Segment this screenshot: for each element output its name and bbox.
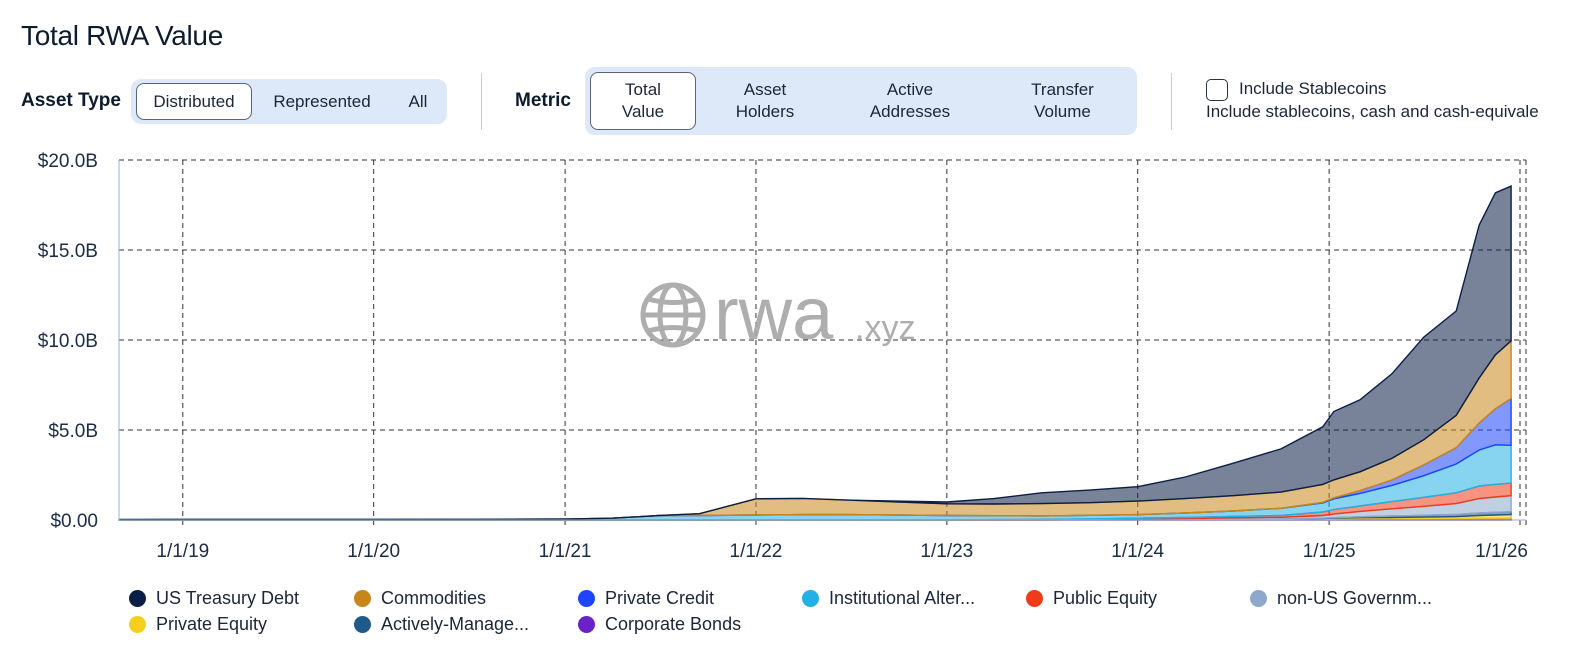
legend-swatch xyxy=(354,616,371,633)
legend-swatch xyxy=(129,590,146,607)
legend-swatch xyxy=(1250,590,1267,607)
divider xyxy=(481,73,482,130)
x-tick-label: 1/1/19 xyxy=(156,541,209,562)
y-tick-label: $15.0B xyxy=(38,241,98,262)
asset-type-label: Asset Type xyxy=(21,90,121,111)
metric-total-value-line1: Total xyxy=(625,80,661,99)
legend-label: Commodities xyxy=(381,588,487,608)
x-tick-label: 1/1/22 xyxy=(730,541,783,562)
legend-item[interactable]: US Treasury Debt xyxy=(129,588,299,609)
legend-label: Institutional Alter... xyxy=(829,588,976,608)
legend-item[interactable]: non-US Governm... xyxy=(1250,588,1432,609)
page-title: Total RWA Value xyxy=(21,20,223,51)
legend-item[interactable]: Public Equity xyxy=(1026,588,1157,609)
area-us-treasury-debt xyxy=(118,185,1512,521)
chart-grid xyxy=(119,159,1527,526)
legend-item[interactable]: Actively-Manage... xyxy=(354,614,529,635)
legend-swatch xyxy=(578,590,595,607)
x-tick-label: 1/1/24 xyxy=(1111,541,1164,562)
rwa-area-chart: rwa .xyz $0.00 $5.0B $10.0B $15.0B $20.0B 1/1… xyxy=(38,151,1528,562)
x-tick-label: 1/1/20 xyxy=(347,541,400,562)
metric-active-addresses-button[interactable]: Active Addresses xyxy=(845,72,975,130)
metric-label: Metric xyxy=(515,90,571,111)
legend-item[interactable]: Commodities xyxy=(354,588,486,609)
x-tick-label: 1/1/25 xyxy=(1303,541,1356,562)
metric-total-value-button[interactable]: Total Value xyxy=(590,72,696,130)
metric-transfer-volume-button[interactable]: Transfer Volume xyxy=(1000,72,1125,130)
watermark: rwa .xyz xyxy=(640,272,915,355)
legend-label: non-US Governm... xyxy=(1277,588,1433,608)
metric-asset-holders-line1: Asset xyxy=(743,80,787,99)
metric-transfer-volume-line1: Transfer xyxy=(1031,80,1094,99)
metric-active-addresses-line1: Active xyxy=(886,80,934,99)
legend-item[interactable]: Private Equity xyxy=(129,614,267,635)
y-tick-label: $0.00 xyxy=(50,511,98,532)
metric-asset-holders-button[interactable]: Asset Holders xyxy=(710,72,820,130)
legend-label: US Treasury Debt xyxy=(156,588,300,608)
metric-active-addresses-line2: Addresses xyxy=(869,102,951,121)
asset-type-segmented: Distributed Represented All xyxy=(131,79,447,124)
y-tick-label: $20.0B xyxy=(38,151,98,172)
metric-total-value-line2: Value xyxy=(621,102,665,121)
asset-type-represented-button[interactable]: Represented xyxy=(273,91,371,111)
legend-item[interactable]: Private Credit xyxy=(578,588,714,609)
legend-swatch xyxy=(802,590,819,607)
watermark-suffix: .xyz xyxy=(855,309,915,347)
legend-swatch xyxy=(1026,590,1043,607)
asset-type-distributed-button[interactable]: Distributed xyxy=(136,83,252,120)
metric-segmented: Total Value Asset Holders Active Addresses … xyxy=(585,67,1137,135)
y-tick-label: $5.0B xyxy=(48,421,98,442)
legend-swatch xyxy=(578,616,595,633)
x-tick-label: 1/1/21 xyxy=(539,541,592,562)
watermark-text: rwa xyxy=(714,272,834,355)
chart-axes: $0.00 $5.0B $10.0B $15.0B $20.0B 1/1/19 1/1/20… xyxy=(38,151,1528,562)
legend-item[interactable]: Institutional Alter... xyxy=(802,588,975,609)
include-stablecoins-description: Include stablecoins, cash and cash-equiv… xyxy=(1206,102,1539,121)
legend-swatch xyxy=(354,590,371,607)
legend-label: Actively-Manage... xyxy=(381,614,530,634)
x-tick-label: 1/1/26 xyxy=(1475,541,1528,562)
legend-swatch xyxy=(129,616,146,633)
asset-type-all-button[interactable]: All xyxy=(408,91,428,111)
legend-label: Public Equity xyxy=(1053,588,1158,608)
metric-transfer-volume-line2: Volume xyxy=(1034,102,1091,121)
legend-label: Corporate Bonds xyxy=(605,614,742,634)
legend-label: Private Credit xyxy=(605,588,715,608)
globe-icon xyxy=(640,282,706,348)
metric-asset-holders-line2: Holders xyxy=(735,102,795,121)
include-stablecoins-label[interactable]: Include Stablecoins xyxy=(1239,79,1387,98)
legend-label: Private Equity xyxy=(156,614,268,634)
x-tick-label: 1/1/23 xyxy=(920,541,973,562)
divider xyxy=(1171,73,1172,130)
y-tick-label: $10.0B xyxy=(38,331,98,352)
include-stablecoins-checkbox[interactable] xyxy=(1206,79,1228,101)
legend-item[interactable]: Corporate Bonds xyxy=(578,614,741,635)
